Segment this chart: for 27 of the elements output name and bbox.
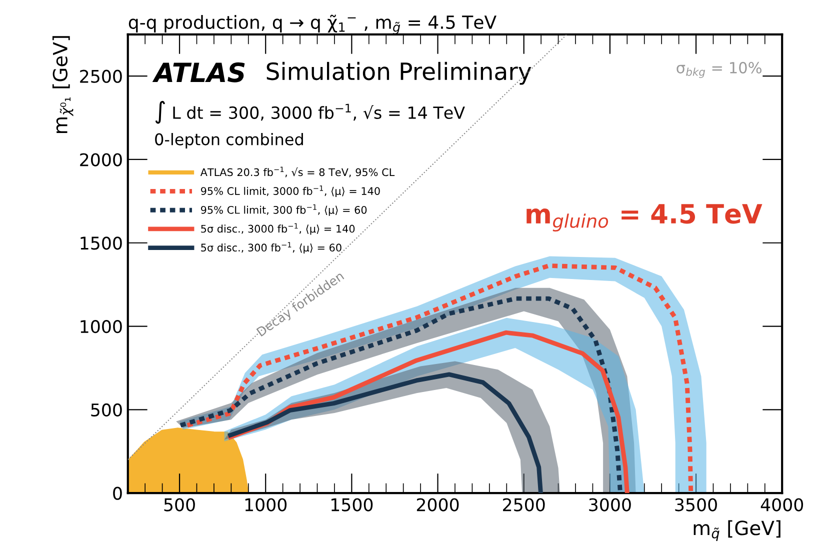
annotation: σ$_{bkg}$ = 10% <box>676 62 762 78</box>
legend-label: 5σ disc., 300 fb$^{−1}$, ⟨μ⟩ = 60 <box>201 242 342 254</box>
legend-label: ATLAS 20.3 fb$^{−1}$, √s = 8 TeV, 95% CL <box>200 166 395 178</box>
y-tick-label: 500 <box>91 403 122 416</box>
y-tick-label: 1000 <box>80 320 122 334</box>
x-axis-title: m$_{q̃}$ [GeV] <box>694 520 780 542</box>
x-tick-label: 3500 <box>675 498 717 512</box>
y-axis-title: m$_{χ̃⁰₁}$ [GeV] <box>52 36 74 133</box>
legend-label: 95% CL limit, 300 fb$^{−1}$, ⟨μ⟩ = 60 <box>200 204 367 216</box>
x-tick-label: 2500 <box>503 498 545 512</box>
annotation: Simulation Preliminary <box>266 62 532 85</box>
y-tick-label: 2500 <box>80 70 122 83</box>
legend-label: 5σ disc., 3000 fb$^{−1}$, ⟨μ⟩ = 140 <box>201 223 355 235</box>
annotation: 0-lepton combined <box>155 133 303 148</box>
x-tick-label: 500 <box>164 498 195 512</box>
x-tick-label: 1000 <box>245 498 287 512</box>
y-tick-label: 2000 <box>80 153 122 166</box>
annotation: ATLAS <box>152 62 245 82</box>
y-tick-label: 1500 <box>80 236 122 250</box>
annotation: ∫ L dt = 300, 3000 fb$^{−1}$, √s = 14 TeV <box>155 100 465 124</box>
y-tick-label: 0 <box>113 486 122 500</box>
x-tick-label: 1500 <box>332 498 373 512</box>
annotation: m$_{gluino}$ = 4.5 TeV <box>526 204 762 232</box>
x-tick-label: 3000 <box>589 498 631 512</box>
x-tick-label: 4000 <box>760 498 804 512</box>
x-tick-label: 2000 <box>416 498 459 512</box>
legend-label: 95% CL limit, 3000 fb$^{−1}$, ⟨μ⟩ = 140 <box>200 186 380 197</box>
